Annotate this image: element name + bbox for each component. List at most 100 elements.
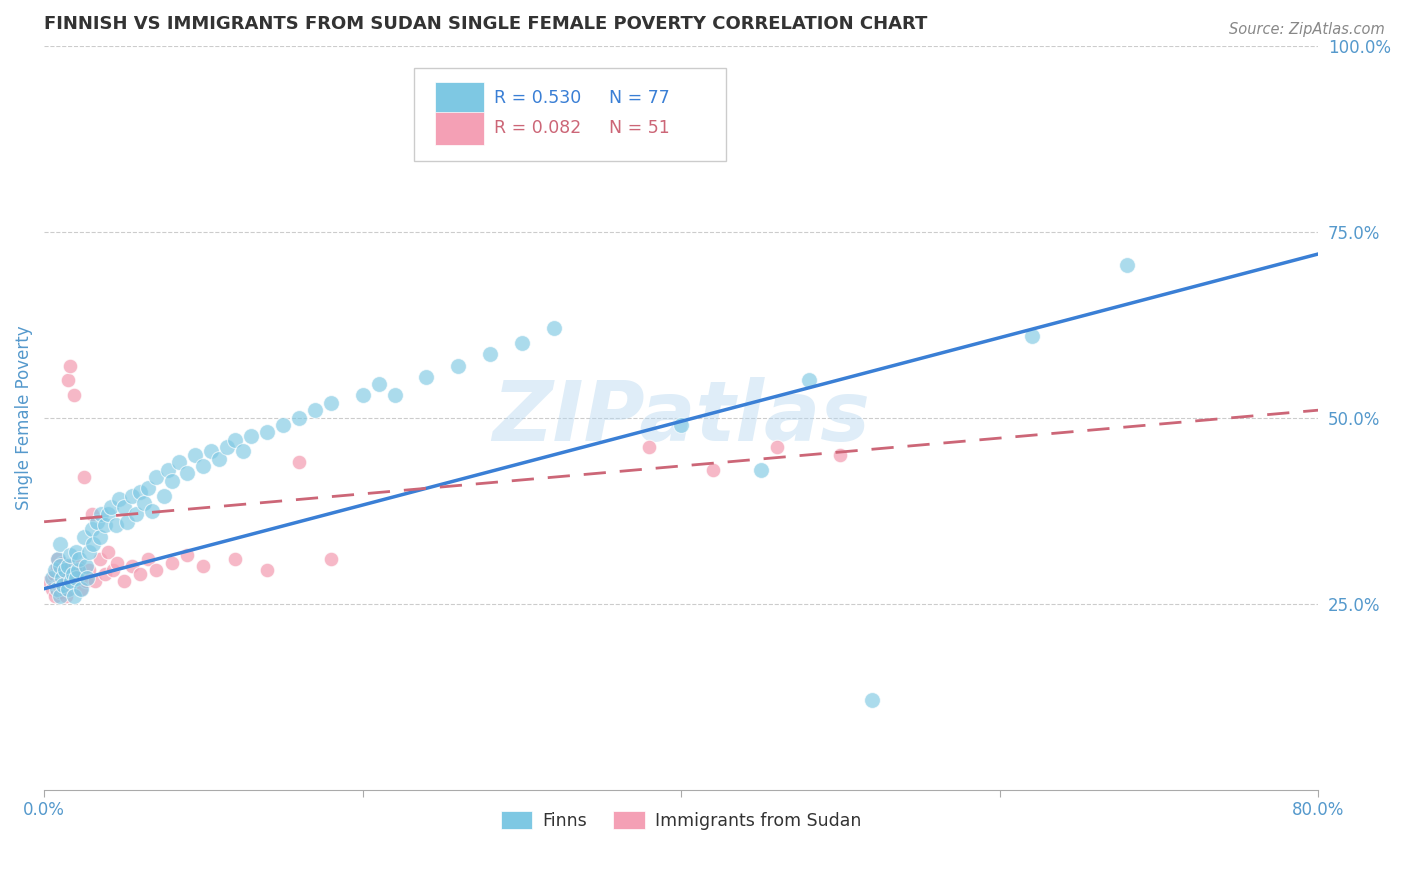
Point [51, 556, 73, 570]
Point [58, 548, 80, 562]
Text: N = 77: N = 77 [609, 89, 669, 107]
FancyBboxPatch shape [413, 68, 725, 161]
Point [749, 463, 772, 477]
Point [160, 556, 183, 570]
Point [288, 455, 311, 469]
Point [53, 570, 76, 584]
Point [479, 347, 502, 361]
Point [66, 559, 89, 574]
Point [49, 563, 72, 577]
Point [51, 570, 73, 584]
Point [41, 582, 63, 596]
Point [121, 559, 143, 574]
Point [638, 441, 661, 455]
Point [73, 530, 96, 544]
Point [49, 537, 72, 551]
Point [69, 582, 91, 596]
Point [77, 544, 100, 558]
Point [304, 403, 326, 417]
Point [100, 500, 122, 514]
Point [49, 589, 72, 603]
Point [136, 481, 159, 495]
Point [860, 693, 883, 707]
Point [112, 574, 135, 589]
Text: N = 51: N = 51 [609, 120, 669, 137]
Point [55, 589, 77, 603]
Point [176, 467, 198, 481]
Point [256, 425, 278, 440]
Point [73, 470, 96, 484]
Point [101, 563, 124, 577]
Point [63, 388, 86, 402]
Point [830, 448, 852, 462]
Point [56, 563, 79, 577]
Legend: Finns, Immigrants from Sudan: Finns, Immigrants from Sudan [494, 804, 869, 837]
Point [128, 566, 150, 581]
Point [58, 359, 80, 373]
Point [256, 563, 278, 577]
Point [145, 563, 167, 577]
Point [49, 574, 72, 589]
Point [134, 496, 156, 510]
Point [63, 589, 86, 603]
Point [80, 508, 103, 522]
Bar [436, 82, 484, 115]
Point [76, 570, 98, 584]
Point [82, 537, 104, 551]
Point [797, 373, 820, 387]
Point [319, 396, 342, 410]
Point [49, 559, 72, 574]
Point [224, 552, 246, 566]
Point [48, 578, 70, 592]
Point [193, 559, 215, 574]
Point [702, 463, 724, 477]
Point [128, 485, 150, 500]
Point [184, 448, 207, 462]
Point [66, 563, 89, 577]
Point [65, 570, 87, 584]
Point [60, 559, 83, 574]
Point [65, 544, 87, 558]
Point [45, 582, 67, 596]
Point [44, 589, 66, 603]
Point [125, 508, 148, 522]
Point [104, 518, 127, 533]
Point [89, 530, 111, 544]
Point [319, 552, 342, 566]
Point [232, 444, 254, 458]
Text: R = 0.530: R = 0.530 [494, 89, 581, 107]
Point [112, 500, 135, 514]
Point [157, 463, 180, 477]
Point [208, 451, 231, 466]
Point [93, 518, 115, 533]
Point [77, 563, 100, 577]
Point [136, 552, 159, 566]
Point [51, 566, 73, 581]
Point [176, 548, 198, 562]
Point [152, 489, 174, 503]
Point [200, 444, 222, 458]
Point [84, 574, 107, 589]
Point [115, 515, 138, 529]
Point [108, 492, 131, 507]
Point [75, 574, 97, 589]
Point [67, 552, 90, 566]
Point [141, 503, 163, 517]
Point [75, 559, 97, 574]
Point [60, 574, 83, 589]
Point [69, 582, 91, 596]
Point [169, 455, 191, 469]
Point [121, 489, 143, 503]
Point [45, 552, 67, 566]
Point [160, 474, 183, 488]
Point [62, 570, 84, 584]
Point [67, 563, 90, 577]
Point [42, 566, 65, 581]
Point [56, 373, 79, 387]
Text: Source: ZipAtlas.com: Source: ZipAtlas.com [1229, 22, 1385, 37]
Point [52, 578, 75, 592]
Point [669, 418, 692, 433]
Point [62, 566, 84, 581]
Point [145, 470, 167, 484]
Point [41, 570, 63, 584]
